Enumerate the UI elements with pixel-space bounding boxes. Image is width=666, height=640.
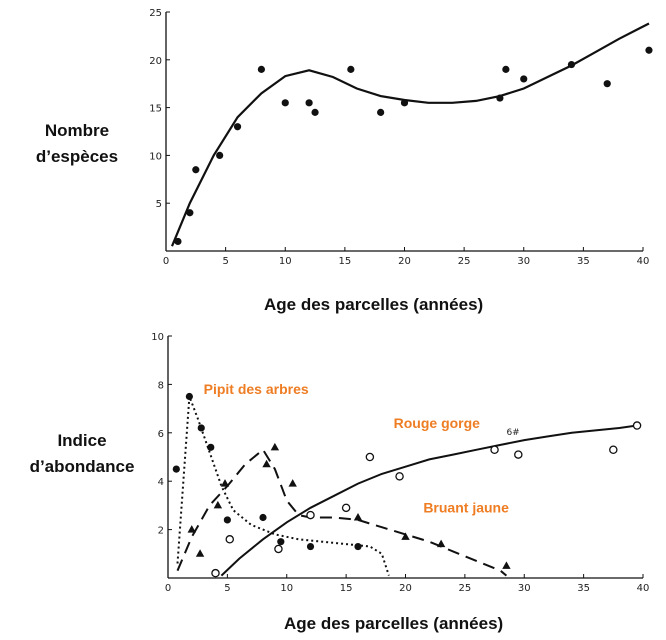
bottom-ylabel-line1: Indice [57,431,107,450]
top-x-tick-label: 15 [339,256,352,267]
pipit-des-arbres-point [185,392,193,401]
bottom-x-tick-label: 15 [340,583,353,594]
top-ylabel-line1: Nombre [44,121,110,140]
pipit-des-arbres-point [207,443,215,451]
pipit-des-arbres-point [354,542,362,551]
top-data-point [216,151,224,159]
top-x-tick-label: 25 [458,256,471,267]
top-data-point [305,99,313,107]
bottom-x-tick-label: 35 [577,583,590,594]
rouge-gorge-point [632,421,642,430]
top-data-point [186,209,194,217]
rouge-gorge-point [490,445,499,454]
top-data-point [377,108,385,116]
bruant-jaune-point [220,479,230,487]
bruant-jaune-point [195,549,205,557]
bottom-x-tick-label: 20 [399,583,412,594]
pipit-des-arbres-line [176,396,390,576]
rouge-gorge-point [514,450,523,459]
bruant-jaune-point [436,539,446,548]
top-data-point [502,65,510,73]
top-ylabel: Nombre d’espèces [22,118,132,170]
rouge-gorge-point [609,445,618,454]
top-x-tick-label: 10 [279,256,292,267]
bruant-jaune-point [187,525,196,533]
pipit-des-arbres-point [277,538,285,546]
top-x-tick-label: 40 [637,256,650,267]
top-data-point [520,75,528,83]
top-y-tick-label: 25 [149,8,162,19]
top-y-tick-label: 10 [149,151,162,162]
top-x-tick-label: 35 [577,256,590,267]
top-y-tick-label: 20 [149,56,162,67]
top-data-point [347,65,355,73]
bottom-x-tick-label: 30 [518,583,531,594]
bottom-x-tick-label: 10 [280,583,293,594]
top-data-point [281,99,289,107]
rouge-gorge-point [395,472,404,481]
top-data-point [257,65,265,73]
pipit-des-arbres-point [197,424,205,432]
bruant-jaune-point [213,500,223,509]
top-data-point [192,166,200,174]
bruant-jaune-point [401,532,410,540]
bottom-x-tick-label: 0 [165,583,171,594]
bruant-jaune-point [262,459,271,468]
bottom-y-tick-label: 8 [158,380,164,391]
bottom-xlabel: Age des parcelles (années) [284,614,504,633]
bottom-y-tick-label: 4 [158,477,164,488]
bottom-x-tick-label: 40 [637,583,650,594]
top-fit-curve [170,22,650,247]
top-data-point [400,99,409,107]
bottom-y-tick-label: 6 [158,429,164,440]
top-data-point [311,108,319,116]
pipit-des-arbres-point [306,542,315,551]
pipit-des-arbres-point [172,465,180,473]
rouge-gorge-point [274,544,283,554]
top-data-point [233,123,242,131]
series-annotation: Rouge gorge [394,415,481,431]
top-x-tick-label: 20 [398,256,411,267]
bottom-y-tick-label: 10 [151,332,164,343]
rouge-gorge-point [365,452,375,462]
pipit-des-arbres-point [259,513,267,522]
top-y-tick-label: 5 [156,199,162,210]
bottom-x-tick-label: 5 [224,583,230,594]
series-annotation: Pipit des arbres [204,381,309,397]
bruant-jaune-point [353,513,363,521]
bruant-jaune-point [502,561,511,569]
bruant-jaune-point [288,479,297,487]
top-ylabel-line2: d’espèces [35,147,119,166]
bottom-x-tick-label: 25 [459,583,472,594]
rouge-gorge-line [220,424,638,577]
top-y-tick-label: 15 [149,104,162,115]
top-x-tick-label: 5 [222,256,228,267]
top-data-point [567,60,576,69]
bottom-y-tick-label: 2 [158,526,164,537]
top-data-point [174,237,182,246]
bottom-ylabel: Indice d’abondance [22,428,142,480]
bottom-ylabel-line2: d’abondance [29,457,135,476]
rouge-gorge-point [306,510,315,520]
rouge-gorge-point [225,535,234,544]
pipit-des-arbres-point [223,516,231,524]
bruant-jaune-point [270,442,280,451]
top-data-point [645,46,653,54]
top-x-tick-label: 0 [163,256,169,267]
rouge-gorge-point [211,568,220,578]
point-annotation: 6# [506,428,519,438]
top-x-tick-label: 30 [517,256,530,267]
top-data-point [496,94,504,102]
rouge-gorge-point [341,503,351,513]
top-xlabel: Age des parcelles (années) [264,295,484,314]
series-annotation: Bruant jaune [423,500,509,516]
top-data-point [603,80,611,88]
